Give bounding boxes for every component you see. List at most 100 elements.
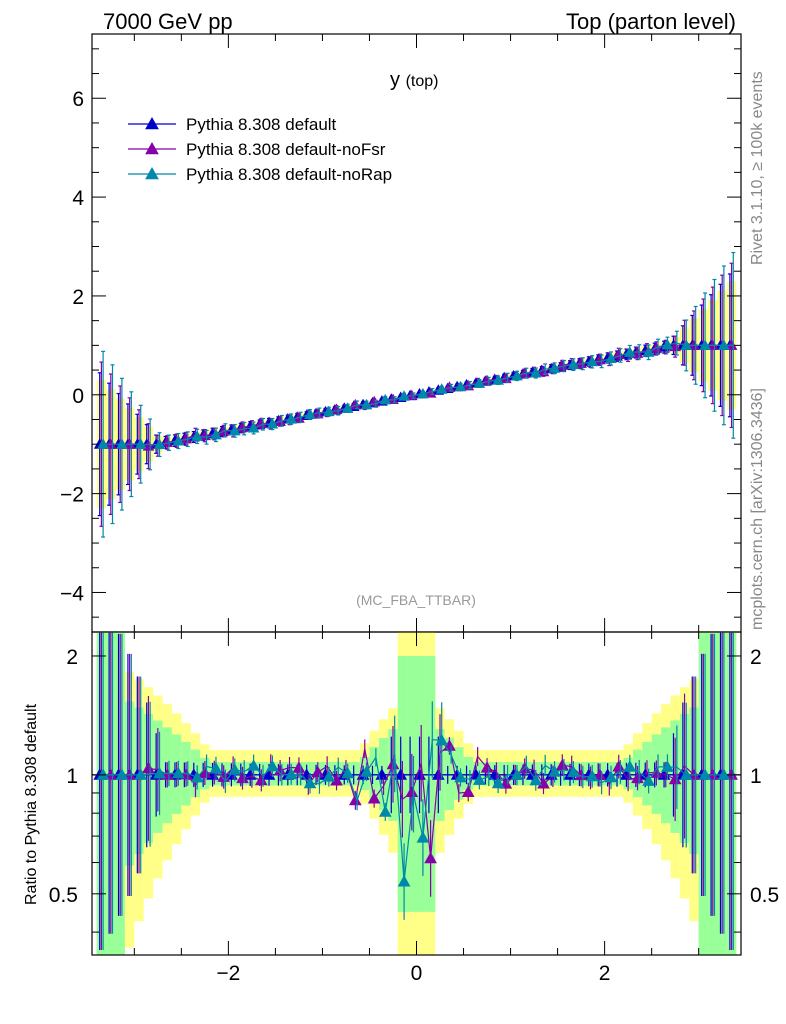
ratio-marker — [649, 766, 663, 778]
main-marker — [153, 438, 166, 450]
ratio-marker — [424, 851, 437, 864]
ratio-xtick-label: 0 — [411, 962, 423, 985]
legend-label: Pythia 8.308 default — [186, 115, 337, 134]
main-marker — [642, 346, 655, 357]
ratio-marker — [217, 770, 231, 782]
ratio-ytick-label: 1 — [66, 765, 78, 788]
main-marker — [255, 417, 268, 428]
ratio-marker — [604, 770, 618, 783]
main-marker — [473, 377, 486, 388]
ratio-y-label: Ratio to Pythia 8.308 default — [23, 703, 40, 905]
ratio-marker — [311, 765, 325, 778]
main-marker — [360, 398, 373, 410]
ratio-marker — [397, 875, 411, 887]
mcplots-label: mcplots.cern.ch [arXiv:1306.3436] — [749, 388, 766, 630]
main-marker — [304, 408, 316, 419]
main-marker — [529, 366, 542, 378]
ratio-marker — [472, 773, 486, 785]
main-marker — [575, 357, 587, 368]
main-marker — [228, 424, 241, 436]
ratio-x-ticks: −2 0 2 — [133, 632, 700, 985]
main-marker — [97, 438, 109, 449]
ratio-marker — [593, 768, 607, 780]
ratio-marker — [585, 769, 599, 782]
main-marker — [699, 339, 711, 350]
ratio-xtick-label: −2 — [216, 962, 240, 985]
ratio-marker — [435, 733, 449, 746]
legend: Pythia 8.308 default Pythia 8.308 default… — [128, 115, 392, 184]
ratio-marker — [142, 761, 155, 774]
ratio-band-green — [444, 737, 455, 810]
ratio-marker — [360, 765, 373, 777]
main-marker — [116, 438, 128, 449]
ratio-marker — [405, 785, 419, 798]
main-marker — [612, 348, 625, 359]
ratio-marker — [262, 768, 276, 780]
main-marker — [567, 358, 580, 370]
main-x-ticks — [133, 34, 700, 632]
ratio-ytick-label-right: 2 — [750, 646, 762, 669]
main-y-ticks: −4 −2 0 2 4 6 — [60, 48, 741, 618]
main-marker — [322, 405, 335, 417]
ratio-bands — [92, 632, 741, 955]
main-ytick-label: −2 — [60, 484, 84, 507]
main-panel: −4 −2 0 2 4 6 y (top) (MC_FBA_TTBAR) Pythia 8… — [60, 33, 742, 633]
ratio-series — [93, 632, 738, 950]
main-marker — [191, 430, 204, 441]
main-marker — [631, 347, 644, 358]
ratio-marker — [510, 768, 524, 781]
ratio-marker — [284, 767, 298, 780]
ratio-panel: 0.5 0.5 1 1 2 2 −2 0 2 Ratio to Pythia 8.308 de… — [23, 631, 779, 985]
main-ytick-label: −4 — [60, 582, 84, 605]
legend-label: Pythia 8.308 default-noFsr — [186, 140, 386, 159]
ratio-marker — [698, 768, 712, 780]
main-marker — [341, 402, 354, 413]
main-marker — [661, 338, 674, 350]
ratio-marker — [378, 805, 392, 817]
ratio-y-ticks: 0.5 0.5 1 1 2 2 — [49, 646, 779, 933]
ratio-marker — [349, 793, 362, 806]
ratio-marker — [367, 792, 381, 804]
ratio-marker — [322, 770, 336, 782]
ratio-marker — [499, 777, 513, 789]
ratio-marker — [236, 771, 249, 784]
main-marker — [623, 346, 636, 357]
ratio-band-green — [369, 747, 379, 800]
main-ytick-label: 6 — [72, 88, 84, 111]
ratio-marker — [668, 772, 682, 785]
ratio-marker — [416, 831, 430, 843]
ratio-marker — [679, 768, 693, 781]
legend-marker — [145, 166, 159, 180]
main-ytick-label: 4 — [72, 187, 84, 210]
ratio-ytick-label: 0.5 — [49, 884, 78, 907]
ratio-series-2 — [96, 632, 734, 950]
ratio-marker — [228, 763, 242, 775]
ratio-marker — [171, 766, 185, 779]
ratio-marker — [341, 766, 354, 779]
main-marker — [586, 355, 599, 367]
ratio-marker — [153, 766, 166, 779]
legend-label: Pythia 8.308 default-noRap — [186, 165, 392, 184]
ratio-marker — [623, 760, 637, 772]
ratio-marker — [631, 771, 644, 784]
main-marker — [492, 374, 504, 385]
main-marker — [511, 369, 523, 381]
ratio-marker — [461, 785, 475, 797]
ratio-marker — [134, 768, 148, 780]
ratio-marker — [254, 773, 268, 786]
ratio-marker — [612, 760, 626, 772]
main-marker — [134, 438, 147, 449]
main-marker — [379, 393, 392, 405]
legend-marker — [145, 116, 159, 130]
ratio-marker — [488, 768, 502, 780]
main-marker — [172, 434, 185, 446]
rivet-label: Rivet 3.1.10, ≥ 100k events — [749, 71, 766, 265]
ratio-ytick-label: 2 — [66, 646, 78, 669]
chart-title: y (top) — [390, 69, 438, 91]
ratio-marker — [454, 770, 467, 783]
ratio-marker — [548, 765, 561, 777]
ratio-marker — [620, 768, 633, 780]
ratio-marker — [96, 768, 110, 780]
ratio-marker — [491, 776, 505, 789]
ratio-ytick-label-right: 1 — [750, 765, 762, 788]
